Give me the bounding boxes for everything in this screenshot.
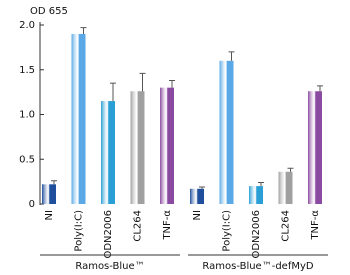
- error-bar: [228, 51, 235, 61]
- error-bar: [169, 79, 175, 88]
- y-tick-label: 1.5: [19, 65, 35, 76]
- y-tick-label: 0.5: [19, 154, 35, 165]
- bar: [42, 184, 56, 204]
- x-tick-label: CL264: [133, 210, 144, 242]
- x-tick-label: NI: [192, 210, 203, 220]
- x-tick-label: TNF-α: [162, 210, 173, 241]
- y-tick-label: 1.0: [19, 110, 35, 121]
- error-bar: [199, 186, 205, 189]
- error-bar: [317, 85, 323, 92]
- error-bar: [139, 72, 146, 92]
- x-tick-label: TNF-α: [310, 210, 321, 241]
- group-label: Ramos-Blue™: [75, 261, 144, 272]
- x-tick-label: CL264: [281, 210, 292, 242]
- x-tick-label: NI: [44, 210, 55, 220]
- bar: [249, 186, 263, 204]
- x-tick-label: Poly(I:C): [222, 210, 233, 252]
- bar: [278, 171, 293, 204]
- x-tick-label: ODN2006: [103, 210, 114, 259]
- bar: [71, 33, 86, 205]
- bar: [160, 87, 174, 204]
- bar: [219, 60, 234, 204]
- error-bar: [258, 182, 264, 187]
- error-bar: [110, 82, 116, 102]
- bar: [101, 101, 115, 204]
- group-label: Ramos-Blue™-defMyD: [202, 261, 313, 272]
- bar: [308, 91, 322, 204]
- x-tick-label: Poly(I:C): [74, 210, 85, 252]
- error-bar: [51, 180, 57, 185]
- bar: [190, 188, 204, 204]
- bar: [130, 91, 145, 204]
- error-bar: [287, 167, 294, 172]
- x-tick-label: ODN2006: [251, 210, 262, 259]
- error-bar: [80, 27, 87, 34]
- y-tick-label: 2.0: [19, 20, 35, 31]
- y-tick-label: 0: [29, 199, 35, 210]
- y-axis-label: OD 655: [30, 6, 68, 17]
